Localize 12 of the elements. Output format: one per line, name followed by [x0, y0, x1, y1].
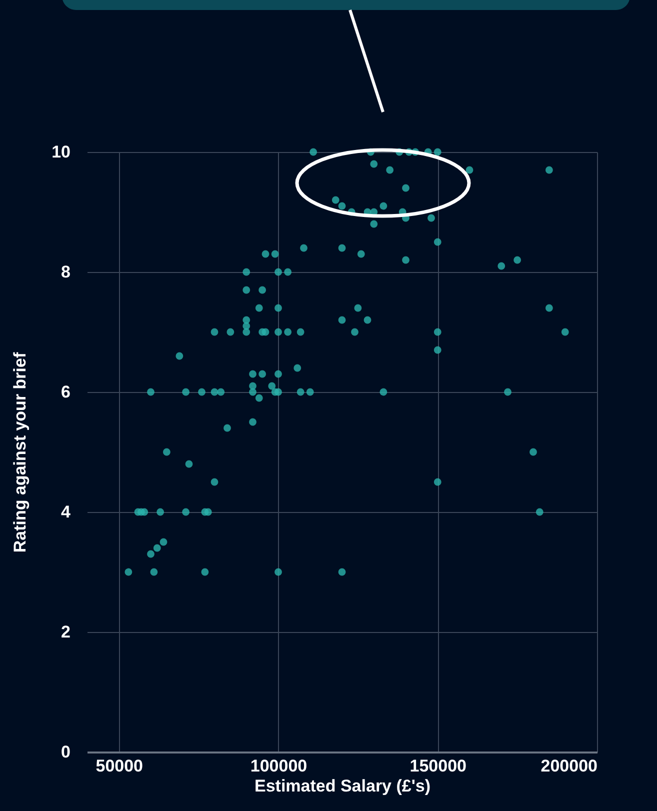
y-tick-label: 6 — [61, 382, 70, 402]
x-axis-title: Estimated Salary (£'s) — [254, 776, 431, 796]
y-tick-label: 10 — [52, 142, 70, 162]
y-tick-label: 2 — [61, 622, 70, 642]
x-tick-label: 100000 — [250, 756, 308, 776]
y-tick-label: 0 — [61, 742, 70, 762]
x-tick-label: 50000 — [96, 756, 144, 776]
y-tick-label: 4 — [61, 502, 72, 522]
x-tick-label: 200000 — [540, 756, 598, 776]
y-axis-title: Rating against your brief — [10, 352, 30, 553]
y-tick-label: 8 — [61, 262, 70, 282]
x-tick-label: 150000 — [410, 756, 466, 776]
